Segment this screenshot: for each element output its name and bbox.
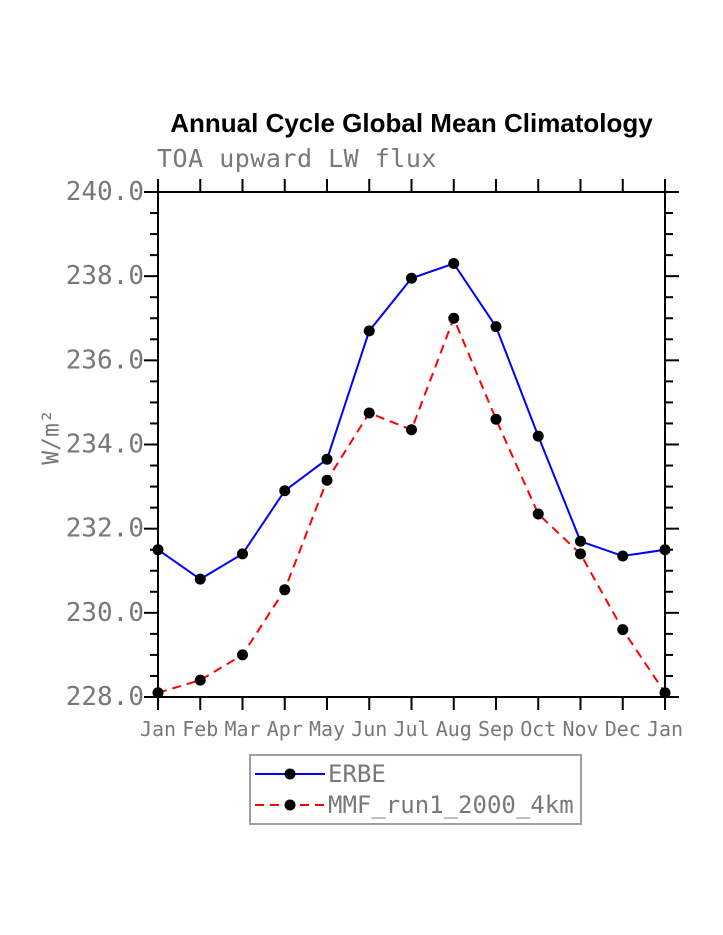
mmf-line-sample xyxy=(255,799,325,810)
data-point-marker xyxy=(279,584,291,596)
x-tick-label: May xyxy=(309,717,345,741)
series-markers-0 xyxy=(152,258,671,585)
erbe-sample-marker xyxy=(284,768,296,779)
x-tick-label: Apr xyxy=(267,717,303,741)
x-tick-label: Jul xyxy=(393,717,429,741)
data-point-marker xyxy=(406,424,417,436)
data-point-marker xyxy=(532,430,544,442)
data-point-marker xyxy=(617,624,629,636)
y-tick-label: 228.0 xyxy=(66,682,144,712)
data-point-marker xyxy=(279,485,291,497)
data-point-marker xyxy=(617,550,629,562)
data-point-marker xyxy=(659,544,671,556)
data-point-marker xyxy=(448,258,460,270)
data-point-marker xyxy=(363,407,375,419)
x-tick-label: Dec xyxy=(605,717,641,741)
plot-frame xyxy=(157,191,666,698)
series-line-1 xyxy=(157,315,666,694)
legend: ERBE MMF_run1_2000_4km xyxy=(249,754,582,825)
x-tick-label: Aug xyxy=(436,717,472,741)
data-point-marker xyxy=(321,474,333,486)
data-point-marker xyxy=(321,453,333,465)
data-point-marker xyxy=(237,548,248,560)
legend-label-mmf: MMF_run1_2000_4km xyxy=(328,790,574,819)
y-tick-label: 236.0 xyxy=(66,345,144,375)
erbe-line-sample xyxy=(255,768,325,779)
data-point-marker xyxy=(406,272,417,284)
data-point-marker xyxy=(532,508,544,520)
y-tick-labels: 228.0 230.0 232.0 234.0 236.0 238.0 240.0 xyxy=(66,177,144,712)
y-tick-label: 234.0 xyxy=(66,430,144,460)
x-tick-label: Feb xyxy=(182,717,218,741)
chart-title: Annual Cycle Global Mean Climatology xyxy=(170,108,653,138)
data-point-marker xyxy=(575,548,586,560)
y-tick-label: 238.0 xyxy=(66,261,144,291)
y-tick-label: 240.0 xyxy=(66,177,144,207)
data-point-marker xyxy=(152,687,164,699)
mmf-sample-marker xyxy=(284,799,296,810)
legend-item-mmf: MMF_run1_2000_4km xyxy=(254,789,580,820)
x-tick-label: Nov xyxy=(562,717,598,741)
chart-subtitle: TOA upward LW flux xyxy=(157,144,437,173)
y-tick-label: 232.0 xyxy=(66,514,144,544)
data-point-marker xyxy=(237,649,248,661)
data-point-marker xyxy=(490,321,502,333)
data-point-marker xyxy=(363,325,375,337)
x-tick-label: Jun xyxy=(351,717,387,741)
data-point-marker xyxy=(194,573,206,585)
data-point-marker xyxy=(194,674,206,686)
data-point-marker xyxy=(152,544,164,556)
legend-item-erbe: ERBE xyxy=(254,758,580,789)
data-point-marker xyxy=(490,413,502,425)
data-point-marker xyxy=(575,535,586,547)
series-markers-1 xyxy=(152,312,671,699)
legend-label-erbe: ERBE xyxy=(328,759,386,788)
x-tick-label: Sep xyxy=(478,717,514,741)
series-line-0 xyxy=(157,262,666,581)
x-tick-labels: Jan Feb Mar Apr May Jun Jul Aug Sep Oct Nov Dec Jan xyxy=(140,717,683,741)
y-tick-label: 230.0 xyxy=(66,598,144,628)
data-point-marker xyxy=(448,312,460,324)
x-tick-label: Jan xyxy=(140,717,176,741)
data-point-marker xyxy=(659,687,671,699)
x-tick-label: Mar xyxy=(224,717,260,741)
x-tick-label: Jan xyxy=(647,717,683,741)
y-ticks xyxy=(144,191,679,698)
x-ticks xyxy=(157,179,666,710)
x-tick-label: Oct xyxy=(520,717,556,741)
